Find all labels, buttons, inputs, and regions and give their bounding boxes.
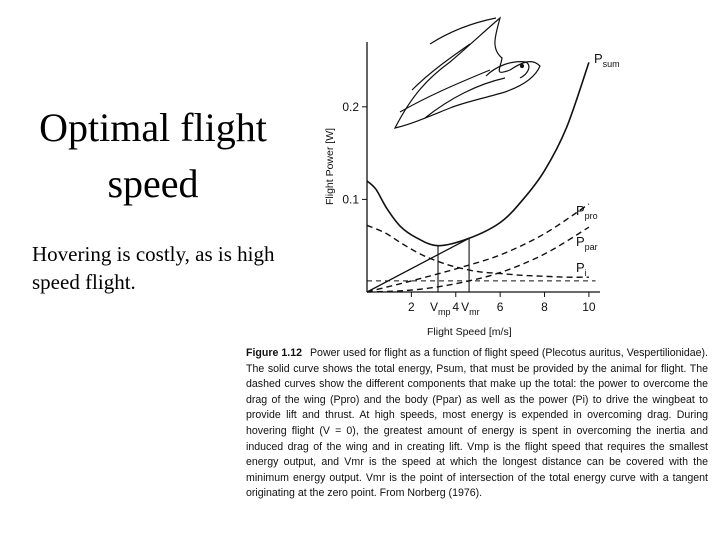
slide-body-text: Hovering is costly, as is high speed fli… [32, 242, 275, 294]
flight-power-chart: 2 4 6 8 10 0.1 0.2 Vmp Vmr Psum Ppro Ppar Pi Flight… [324, 16, 620, 338]
x-tick-label: 2 [408, 300, 415, 314]
figure-caption: Figure 1.12 Power used for flight as a fu… [246, 346, 708, 502]
axes [366, 42, 600, 293]
series-i-curve [366, 224, 589, 278]
tangent-line [366, 237, 470, 293]
series-label-pro: Ppro [576, 203, 598, 221]
slide-title: Optimal flight speed [18, 100, 288, 212]
slide-title-line2: speed [107, 161, 199, 206]
y-tick-label: 0.2 [342, 100, 359, 114]
series-label-par: Ppar [576, 234, 598, 252]
slide-title-line1: Optimal flight [39, 105, 267, 150]
series-sum-curve [366, 62, 590, 247]
series-labels: Psum Ppro Ppar Pi [576, 51, 620, 278]
y-axis-label: Flight Power [W] [324, 128, 336, 205]
x-tick-label: 8 [541, 300, 548, 314]
series-label-sum: Psum [594, 51, 620, 69]
axis-ticks: 2 4 6 8 10 0.1 0.2 Vmp Vmr [342, 100, 596, 317]
series-curves [366, 62, 590, 293]
x-tick-label: 10 [582, 300, 596, 314]
series-pro-curve [366, 203, 590, 293]
x-axis-label: Flight Speed [m/s] [427, 326, 512, 338]
series-label-i: Pi [576, 260, 587, 278]
x-tick-label: 6 [497, 300, 504, 314]
y-tick-label: 0.1 [342, 192, 359, 206]
caption-text: Power used for flight as a function of f… [246, 347, 708, 500]
figure-label: Figure 1.12 [246, 347, 302, 359]
x-tick-label: 4 [452, 300, 459, 314]
series-par-curve [366, 226, 590, 293]
x-special-tick-label-mr: Vmr [461, 300, 480, 317]
bat-illustration [393, 16, 541, 129]
x-special-tick-label-mp: Vmp [430, 300, 451, 317]
